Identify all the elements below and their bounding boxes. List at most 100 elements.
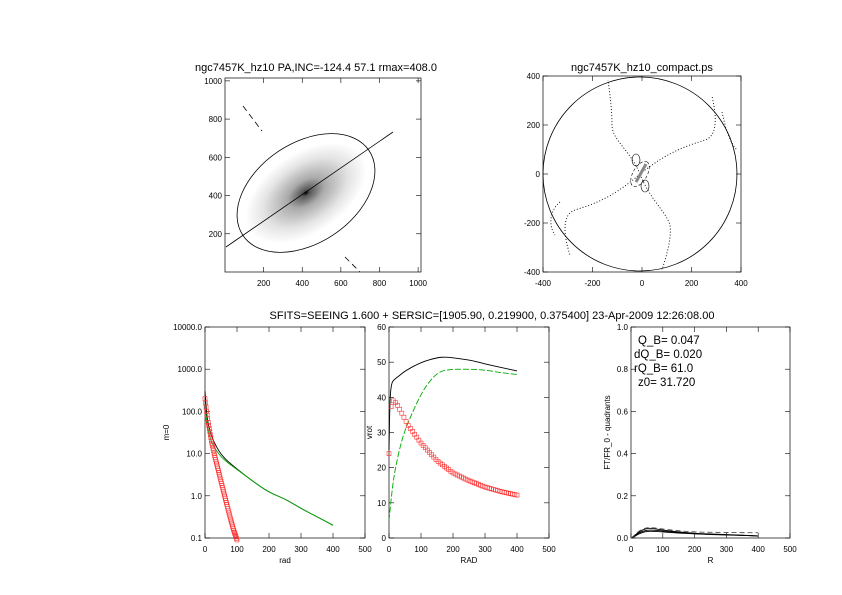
y-axis-label: FT/FR_0 - quadrants xyxy=(603,395,612,469)
x-tick-label: 200 xyxy=(257,279,271,288)
x-tick-label: 0 xyxy=(640,279,645,288)
y-tick-label: 400 xyxy=(527,72,541,81)
x-tick-label: 500 xyxy=(783,545,797,554)
data-point xyxy=(208,435,214,441)
contour-curve xyxy=(550,201,561,236)
y-tick-label: 30 xyxy=(377,429,386,438)
x-tick-label: 600 xyxy=(334,279,348,288)
y-tick-label: 0.1 xyxy=(191,534,203,543)
data-point xyxy=(232,529,237,535)
bulge-series xyxy=(386,398,520,498)
x-tick-label: 0 xyxy=(203,545,208,554)
y-tick-label: 0.0 xyxy=(617,534,629,543)
y-tick-label: 20 xyxy=(377,464,386,473)
data-point xyxy=(397,406,402,412)
y-axis-label: vrot xyxy=(365,425,374,439)
contour-curve xyxy=(721,111,738,151)
q-b-annotation: Q_B= 0.047 xyxy=(638,335,700,347)
x-tick-label: 200 xyxy=(446,545,460,554)
contour-curve xyxy=(639,95,716,175)
x-tick-label: 200 xyxy=(685,279,699,288)
minor-axis-line xyxy=(242,105,263,132)
y-tick-label: 60 xyxy=(377,323,386,332)
y-tick-label: 10000.0 xyxy=(173,323,202,332)
z0-annotation: z0= 31.720 xyxy=(638,377,695,389)
data-point xyxy=(205,416,210,422)
major-axis-line xyxy=(225,131,394,248)
run-title: SFITS=SEEING 1.600 + SERSIC=[1905.90, 0.… xyxy=(270,310,715,322)
data-point xyxy=(205,420,211,425)
data-point xyxy=(514,492,520,498)
y-tick-label: 100.0 xyxy=(182,407,203,416)
bar-mark xyxy=(634,163,648,183)
disk-series-line xyxy=(204,403,334,526)
x-tick-label: 400 xyxy=(752,545,766,554)
data-point xyxy=(232,531,238,536)
total-series-line xyxy=(388,356,518,451)
y-tick-label: 600 xyxy=(209,153,223,162)
data-point xyxy=(209,441,215,446)
y-tick-label: -400 xyxy=(524,268,541,277)
data-point xyxy=(386,451,392,456)
contour-curve xyxy=(607,79,641,175)
compact-plot xyxy=(542,76,738,272)
y-tick-label: 800 xyxy=(209,115,223,124)
y-tick-label: 0.8 xyxy=(617,365,629,374)
y-tick-label: 200 xyxy=(209,230,223,239)
x-tick-label: 300 xyxy=(294,545,308,554)
y-tick-label: 1000 xyxy=(204,77,222,86)
y-axis-label: m=0 xyxy=(162,424,171,440)
data-point xyxy=(231,528,237,533)
y-tick-label: -200 xyxy=(524,219,541,228)
plot-frame xyxy=(630,326,791,539)
compact-title: ngc7457K_hz10_compact.ps xyxy=(571,62,713,74)
data-point xyxy=(401,414,407,420)
data-point xyxy=(204,412,210,418)
x-tick-label: 400 xyxy=(734,279,748,288)
x-axis-label: R xyxy=(708,556,714,565)
data-point xyxy=(206,426,212,431)
y-tick-label: 1.0 xyxy=(191,492,203,501)
x-axis-label: RAD xyxy=(461,556,478,565)
x-tick-label: 100 xyxy=(414,545,428,554)
x-tick-label: -400 xyxy=(535,279,552,288)
y-tick-label: 200 xyxy=(527,121,541,130)
inner-contour xyxy=(640,179,650,193)
data-point xyxy=(209,438,214,444)
x-tick-label: 300 xyxy=(478,545,492,554)
q3-series-line xyxy=(630,530,759,539)
x-tick-label: 800 xyxy=(373,279,387,288)
plot-frame xyxy=(204,326,366,539)
y-tick-label: 1.0 xyxy=(617,323,629,332)
x-tick-label: 0 xyxy=(387,545,392,554)
contour-curve xyxy=(639,173,671,271)
y-tick-label: 0 xyxy=(536,170,541,179)
x-tick-label: 400 xyxy=(510,545,524,554)
x-tick-label: 400 xyxy=(296,279,310,288)
x-tick-label: 200 xyxy=(688,545,702,554)
rotation-axes: 0 100 200 300 400 500 0 10 20 30 40 50 60 RAD vrot xyxy=(365,323,556,565)
x-tick-label: 500 xyxy=(358,545,372,554)
rq-b-annotation: rQ_B= 61.0 xyxy=(634,363,693,375)
x-tick-label: -200 xyxy=(584,279,601,288)
x-tick-label: 400 xyxy=(326,545,340,554)
x-tick-label: 200 xyxy=(262,545,276,554)
data-point xyxy=(399,410,405,416)
data-point xyxy=(206,423,212,428)
y-tick-label: 0.6 xyxy=(617,407,629,416)
data-point xyxy=(233,532,238,538)
quadrants-axes: 0 100 200 300 400 500 0.0 0.2 0.4 0.6 0.8 1.0 R FT/FR… xyxy=(603,323,797,565)
disk-series-line xyxy=(388,368,518,521)
x-tick-label: 1000 xyxy=(409,279,427,288)
x-tick-label: 500 xyxy=(542,545,556,554)
x-tick-label: 0 xyxy=(629,545,634,554)
dq-b-annotation: dQ_B= 0.020 xyxy=(634,349,702,361)
data-point xyxy=(388,404,394,410)
y-tick-label: 0.2 xyxy=(617,492,629,501)
data-point xyxy=(204,409,209,414)
data-point xyxy=(207,429,213,434)
x-tick-label: 300 xyxy=(720,545,734,554)
inner-contour xyxy=(631,153,641,167)
x-tick-label: 100 xyxy=(230,545,244,554)
